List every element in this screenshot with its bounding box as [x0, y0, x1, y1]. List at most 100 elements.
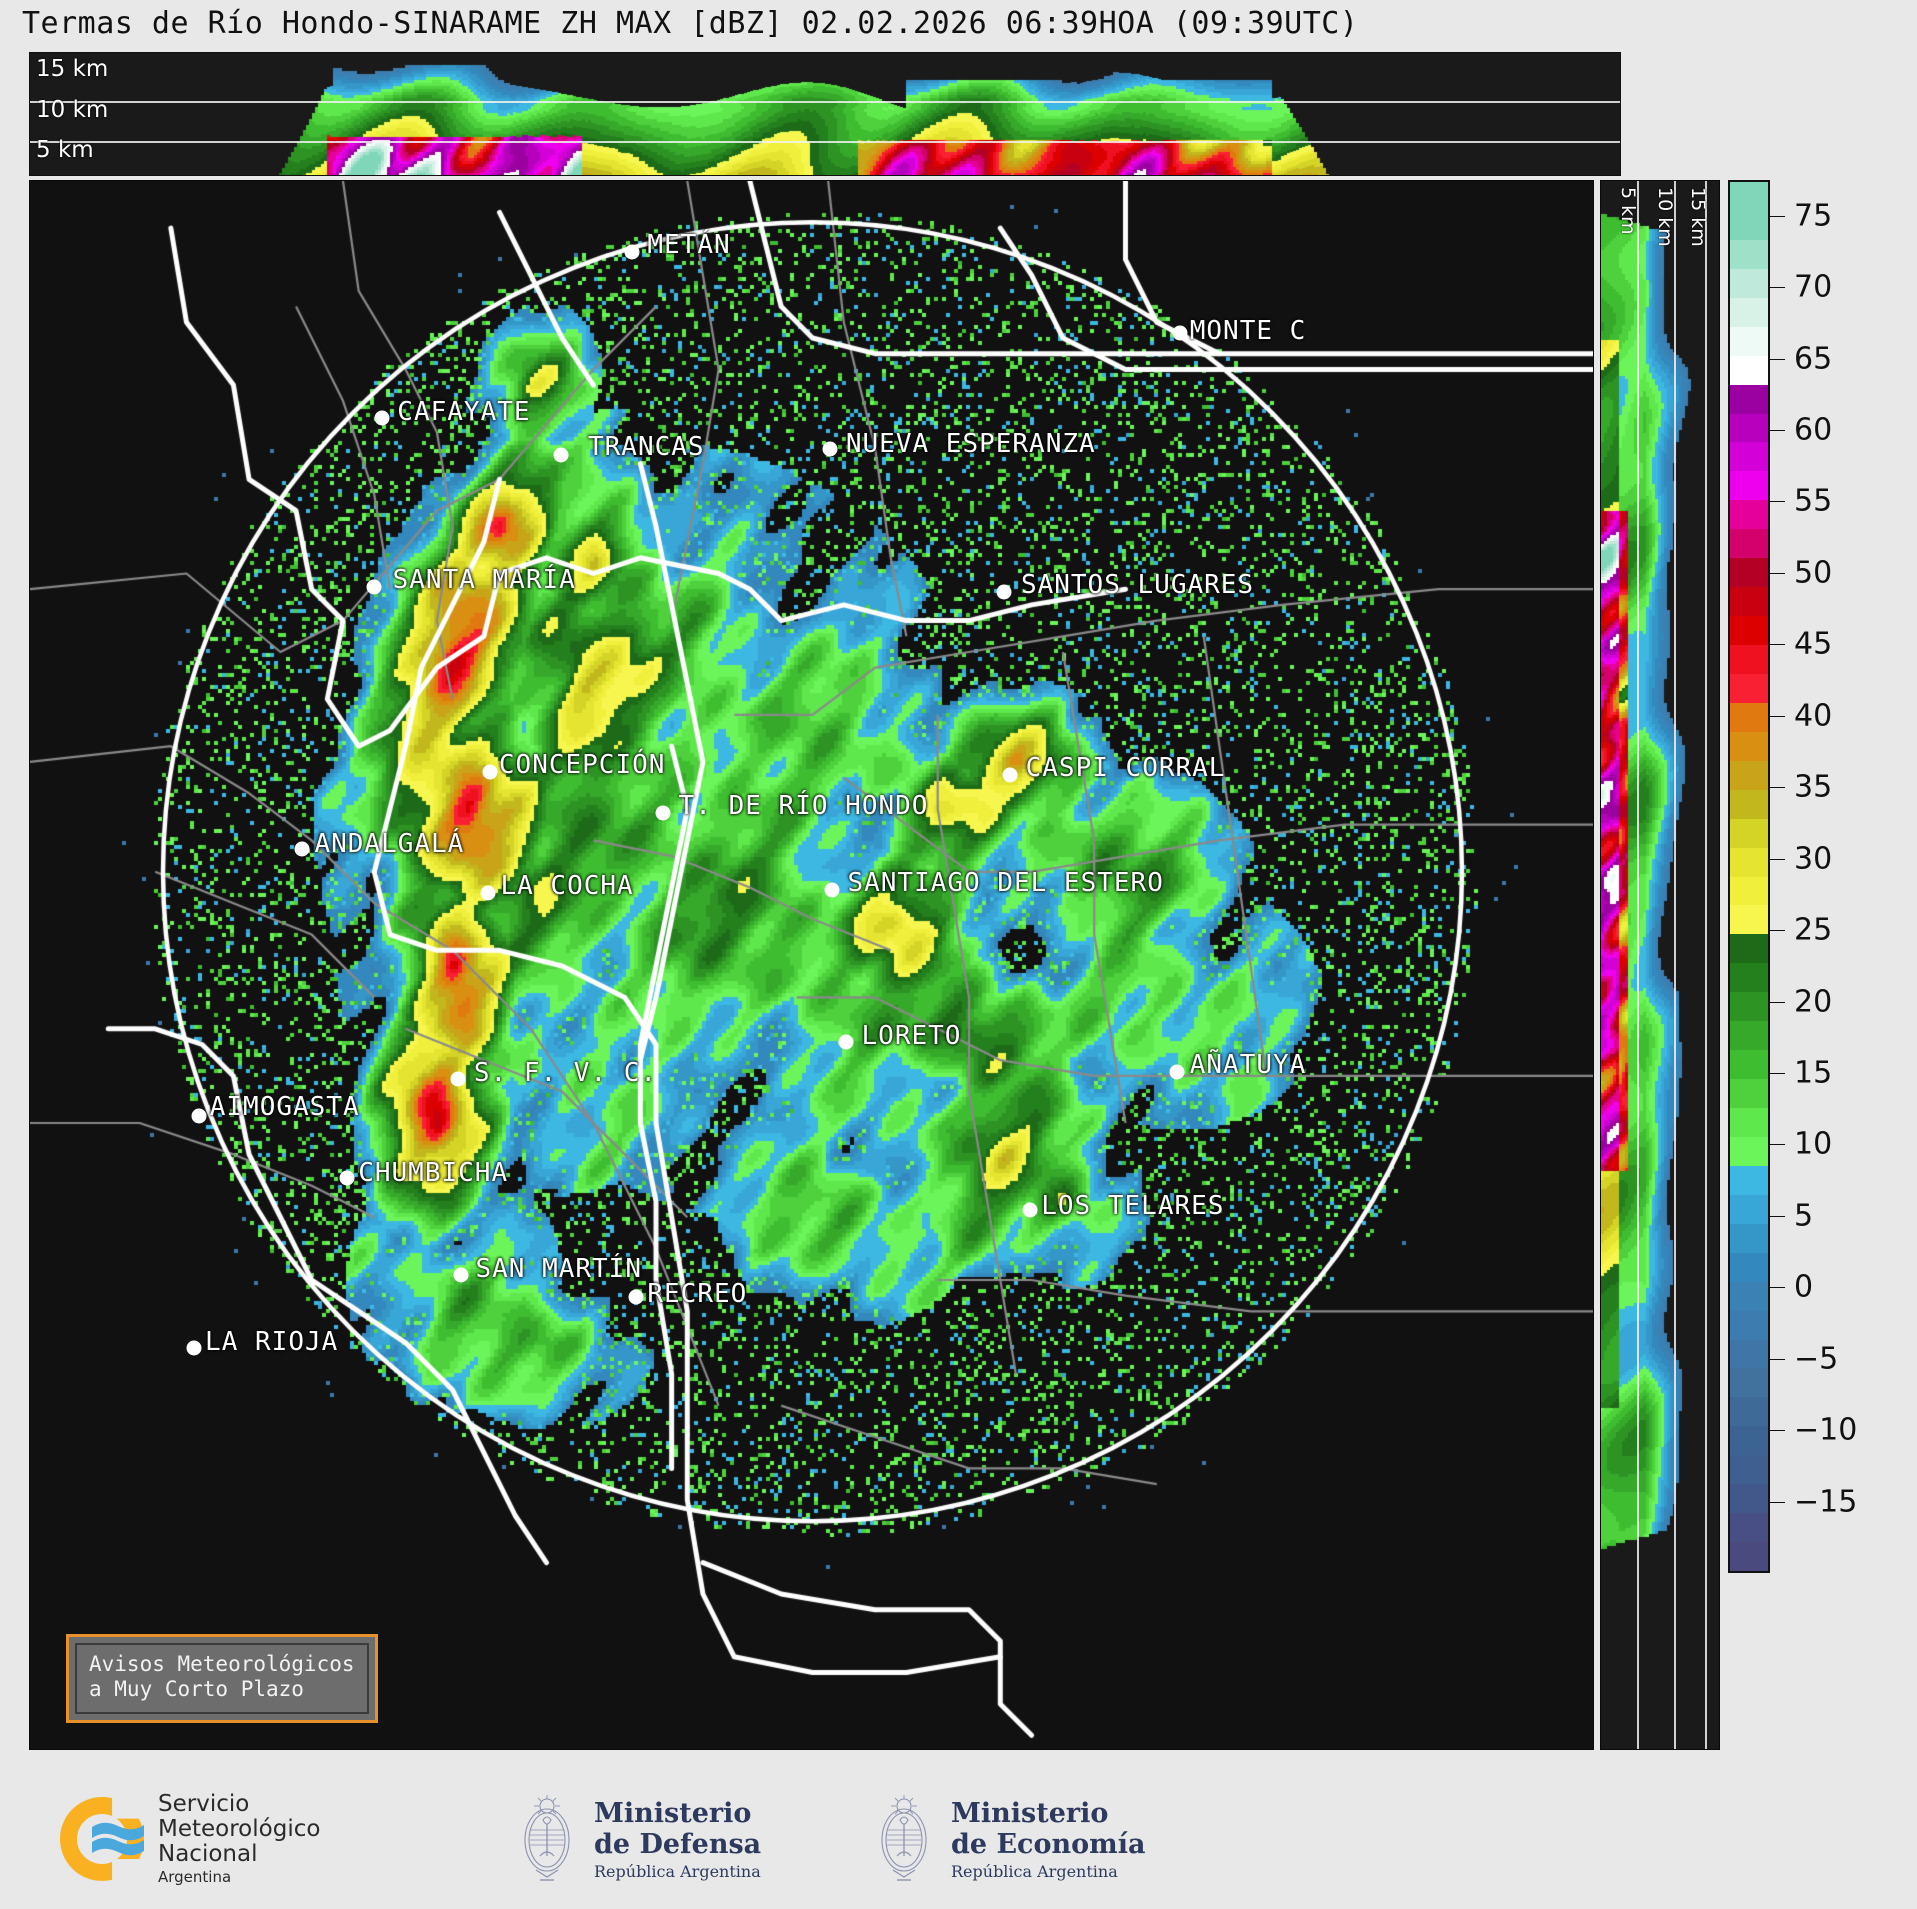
colorbar-band-34 [1730, 1165, 1768, 1195]
colorbar-label-35: 35 [1794, 769, 1833, 805]
city-marker-caspi-corral[interactable] [1002, 767, 1018, 783]
city-marker-san-mart-n[interactable] [453, 1267, 469, 1283]
colorbar-band-16 [1730, 645, 1768, 674]
gridline-5km [30, 141, 1620, 143]
city-marker-santa-mar-a[interactable] [366, 579, 382, 595]
weather-warning-badge[interactable]: Avisos Meteorológicos a Muy Corto Plazo [66, 1633, 378, 1723]
city-label-s-f-v-c-: S. F. V. C. [473, 1057, 658, 1088]
city-marker-concepci-n[interactable] [482, 764, 498, 780]
weather-warning-inner: Avisos Meteorológicos a Muy Corto Plazo [75, 1642, 369, 1714]
colorbar-tick-55 [1770, 501, 1785, 503]
colorbar-label-10: 10 [1794, 1126, 1833, 1162]
city-marker-recreo[interactable] [628, 1289, 644, 1305]
city-marker-aimogasta[interactable] [191, 1108, 207, 1124]
map-labels-overlay: METÁN MONTE C CAFAYATE TRANCAS NUEVA ESPERAN… [30, 181, 1593, 1749]
colorbar-band-11 [1730, 500, 1768, 530]
city-label-recreo: RECREO [647, 1278, 748, 1309]
colorbar-band-18 [1730, 702, 1768, 732]
colorbar-label-45: 45 [1794, 626, 1833, 662]
colorbar-band-31 [1730, 1079, 1768, 1108]
colorbar-band-42 [1730, 1397, 1768, 1427]
city-label-nueva-esperanza: NUEVA ESPERANZA [845, 428, 1096, 459]
city-marker-los-telares[interactable] [1022, 1202, 1038, 1218]
colorbar-band-40 [1730, 1339, 1768, 1369]
colorbar-tick-25 [1770, 930, 1785, 932]
defensa-line-2: de Defensa [594, 1828, 762, 1860]
smn-logo-icon [60, 1796, 144, 1881]
colorbar-tick--15 [1770, 1501, 1785, 1503]
city-marker-trancas[interactable] [553, 447, 569, 463]
colorbar-band-37 [1730, 1252, 1768, 1282]
colorbar-band-35 [1730, 1194, 1768, 1224]
city-label-aimogasta: AIMOGASTA [209, 1092, 360, 1122]
colorbar-tick-35 [1770, 787, 1785, 789]
city-marker-met-n[interactable] [624, 244, 640, 260]
colorbar-label-30: 30 [1794, 841, 1833, 877]
colorbar-tick--5 [1770, 1358, 1785, 1360]
colorbar-tick-60 [1770, 430, 1785, 432]
colorbar-tick-10 [1770, 1144, 1785, 1146]
city-marker-s-f-v-c-[interactable] [450, 1071, 466, 1087]
colorbar-label-25: 25 [1794, 912, 1833, 948]
altitude-label-10km: 10 km [36, 97, 109, 123]
colorbar-band-0 [1730, 182, 1768, 211]
colorbar-tick-0 [1770, 1287, 1785, 1289]
colorbar-tick-65 [1770, 358, 1785, 360]
warning-line-2: a Muy Corto Plazo [89, 1677, 304, 1702]
economia-logo-text: Ministerio de Economía República Argenti… [951, 1798, 1145, 1881]
colorbar-band-3 [1730, 268, 1768, 298]
city-marker-a-atuya[interactable] [1169, 1064, 1185, 1080]
top-cross-section-panel: 15 km 10 km 5 km [29, 52, 1621, 176]
city-marker-chumbicha[interactable] [339, 1170, 355, 1186]
argentina-coat-of-arms-icon-2 [881, 1795, 927, 1881]
city-label-concepci-n: CONCEPCIÓN [498, 750, 666, 781]
colorbar-band-7 [1730, 384, 1768, 414]
city-marker-santos-lugares[interactable] [996, 584, 1012, 600]
city-marker-t-de-r-o-hondo[interactable] [655, 805, 671, 821]
colorbar-band-27 [1730, 963, 1768, 993]
smn-sub: Argentina [158, 1868, 232, 1887]
colorbar-band-41 [1730, 1368, 1768, 1398]
gridline-10km [30, 101, 1620, 103]
city-label-santos-lugares: SANTOS LUGARES [1020, 569, 1255, 600]
city-marker-santiago-del-estero[interactable] [824, 882, 840, 898]
warning-line-1: Avisos Meteorológicos [89, 1651, 355, 1676]
right-cross-section-canvas [1601, 181, 1719, 1749]
gridline-v-5km [1637, 181, 1639, 1749]
logo-ministerio-de-defensa: Ministerio de Defensa República Argentin… [516, 1794, 761, 1886]
colorbar-band-36 [1730, 1223, 1768, 1253]
argentina-coat-of-arms-icon [524, 1795, 570, 1881]
radar-reflectivity-canvas [30, 181, 1593, 1749]
colorbar-band-25 [1730, 905, 1768, 935]
defensa-logo-text: Ministerio de Defensa República Argentin… [594, 1799, 762, 1881]
colorbar-label-75: 75 [1794, 198, 1833, 234]
city-marker-loreto[interactable] [838, 1034, 854, 1050]
city-label-chumbicha: CHUMBICHA [358, 1157, 509, 1188]
city-marker-andalgal-[interactable] [294, 841, 310, 857]
colorbar-band-43 [1730, 1426, 1768, 1456]
city-marker-monte-c[interactable] [1172, 325, 1188, 341]
colorbar-label-50: 50 [1794, 555, 1833, 591]
logo-ministerio-de-economia: Ministerio de Economía República Argenti… [873, 1794, 1145, 1886]
colorbar-tick-5 [1770, 1215, 1785, 1217]
gridline-v-10km [1674, 181, 1676, 1749]
colorbar-band-1 [1730, 210, 1768, 240]
city-marker-nueva-esperanza[interactable] [822, 441, 838, 457]
colorbar-band-13 [1730, 558, 1768, 588]
altitude-label-5km: 5 km [36, 137, 94, 163]
colorbar-label-5: 5 [1794, 1198, 1814, 1234]
colorbar-label-60: 60 [1794, 412, 1833, 448]
city-marker-la-rioja[interactable] [186, 1340, 202, 1356]
city-marker-la-cocha[interactable] [480, 885, 496, 901]
top-cross-section-canvas [30, 53, 1620, 175]
economia-line-1: Ministerio [951, 1798, 1109, 1830]
colorbar-band-19 [1730, 731, 1768, 761]
colorbar-band-23 [1730, 847, 1768, 877]
city-marker-cafayate[interactable] [374, 410, 390, 426]
colorbar-tick-axis: 75 70 65 60 55 50 45 40 35 30 25 20 15 10 5 0 −5 −10 −15 [1770, 180, 1917, 1573]
colorbar-band-45 [1730, 1484, 1768, 1514]
right-cross-section-panel: 5 km 10 km 15 km [1600, 180, 1720, 1750]
radar-plan-view-map[interactable]: METÁN MONTE C CAFAYATE TRANCAS NUEVA ESPERAN… [29, 180, 1594, 1750]
colorbar-label-15: 15 [1794, 1055, 1833, 1091]
city-label-a-atuya: AÑATUYA [1189, 1049, 1307, 1080]
